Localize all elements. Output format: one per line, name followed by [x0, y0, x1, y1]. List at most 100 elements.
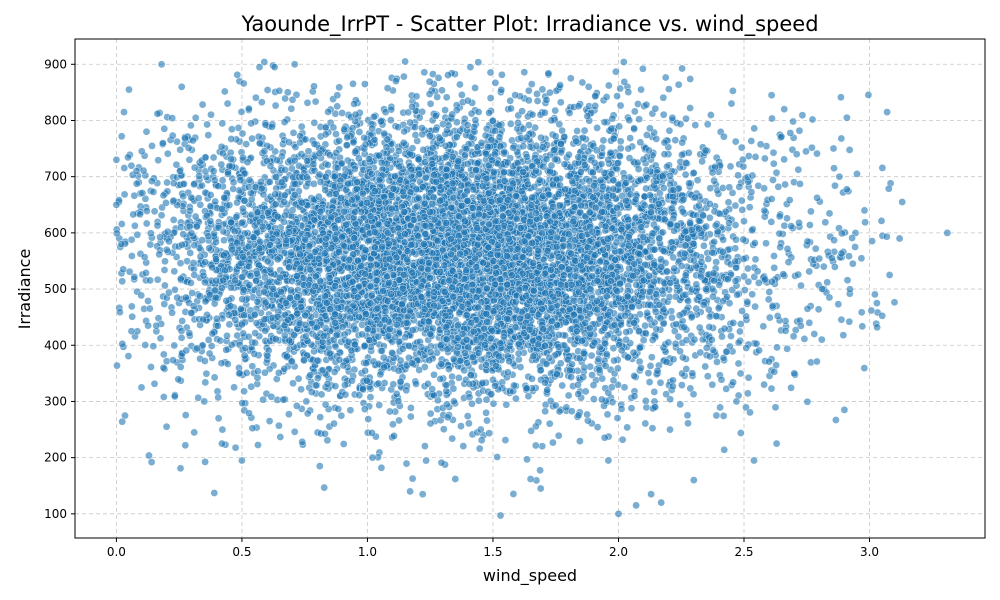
data-point: [436, 375, 445, 383]
data-point: [769, 176, 777, 184]
data-point: [159, 350, 168, 359]
data-point: [588, 371, 596, 379]
data-point: [531, 441, 540, 450]
data-point: [153, 275, 162, 284]
data-point: [210, 373, 219, 382]
data-point: [253, 373, 262, 382]
data-point: [485, 109, 493, 117]
data-point: [118, 339, 127, 348]
data-point: [486, 94, 495, 102]
data-point: [439, 425, 448, 434]
data-point: [413, 202, 422, 211]
data-point: [564, 391, 573, 400]
data-point: [737, 143, 746, 152]
data-point: [781, 180, 789, 189]
data-point: [335, 136, 343, 145]
data-point: [137, 291, 146, 300]
data-point: [708, 380, 717, 389]
data-point: [644, 369, 653, 377]
data-point: [598, 374, 607, 383]
data-point: [616, 101, 625, 110]
data-point: [407, 404, 415, 412]
data-point: [130, 273, 139, 281]
data-point: [289, 129, 298, 137]
data-point: [129, 210, 138, 219]
data-point: [209, 153, 218, 162]
data-point: [612, 67, 620, 76]
data-point: [227, 135, 236, 143]
data-point: [524, 86, 533, 95]
data-point: [426, 99, 435, 108]
data-point: [630, 107, 639, 116]
data-point: [188, 289, 197, 297]
data-point: [690, 335, 699, 344]
data-point: [317, 390, 326, 399]
data-point: [265, 178, 274, 186]
data-point: [770, 252, 778, 260]
data-point: [837, 315, 846, 324]
data-point: [890, 298, 899, 307]
data-point: [624, 88, 633, 96]
data-point: [800, 335, 809, 343]
data-point: [516, 363, 525, 371]
data-point: [780, 155, 788, 164]
data-point: [808, 115, 817, 124]
data-point: [775, 212, 784, 221]
data-point: [257, 98, 266, 107]
data-point: [751, 302, 759, 311]
data-point: [514, 349, 523, 358]
data-point: [237, 108, 246, 116]
data-point: [482, 408, 490, 417]
data-point: [712, 258, 721, 266]
data-point: [201, 458, 209, 466]
data-point: [693, 176, 702, 185]
data-point: [250, 350, 259, 358]
data-point: [708, 248, 717, 257]
data-point: [207, 110, 215, 119]
data-point: [275, 421, 283, 430]
data-point: [396, 356, 405, 365]
data-point: [184, 144, 193, 152]
data-point: [682, 114, 690, 123]
data-point: [426, 409, 435, 418]
data-point: [724, 198, 733, 207]
data-point: [225, 320, 234, 329]
data-point: [271, 101, 280, 110]
data-point: [767, 384, 776, 393]
data-point: [124, 352, 133, 360]
data-point: [650, 388, 659, 396]
data-point: [218, 425, 227, 434]
data-point: [442, 93, 451, 102]
data-point: [551, 401, 560, 410]
data-point: [774, 182, 783, 191]
data-point: [169, 216, 178, 224]
data-point: [146, 276, 154, 285]
data-point: [796, 180, 804, 188]
data-point: [825, 209, 834, 218]
data-point: [178, 317, 187, 325]
data-point: [648, 424, 657, 433]
data-point: [272, 173, 281, 181]
data-point: [754, 181, 763, 190]
data-point: [239, 79, 248, 88]
data-point: [576, 437, 584, 445]
data-point: [117, 132, 126, 141]
data-point: [642, 403, 651, 412]
data-point: [153, 109, 162, 118]
data-point: [823, 278, 832, 287]
data-point: [661, 73, 670, 82]
data-point: [506, 96, 515, 105]
data-point: [214, 414, 223, 423]
data-point: [764, 295, 773, 304]
data-point: [150, 207, 159, 216]
data-point: [682, 365, 691, 373]
data-point: [808, 143, 816, 152]
data-point: [684, 419, 692, 428]
data-point: [191, 212, 200, 221]
data-point: [468, 399, 476, 408]
data-point: [148, 142, 156, 150]
data-point: [750, 124, 759, 133]
data-point: [160, 266, 169, 274]
data-point: [377, 463, 386, 472]
data-point: [346, 406, 355, 415]
